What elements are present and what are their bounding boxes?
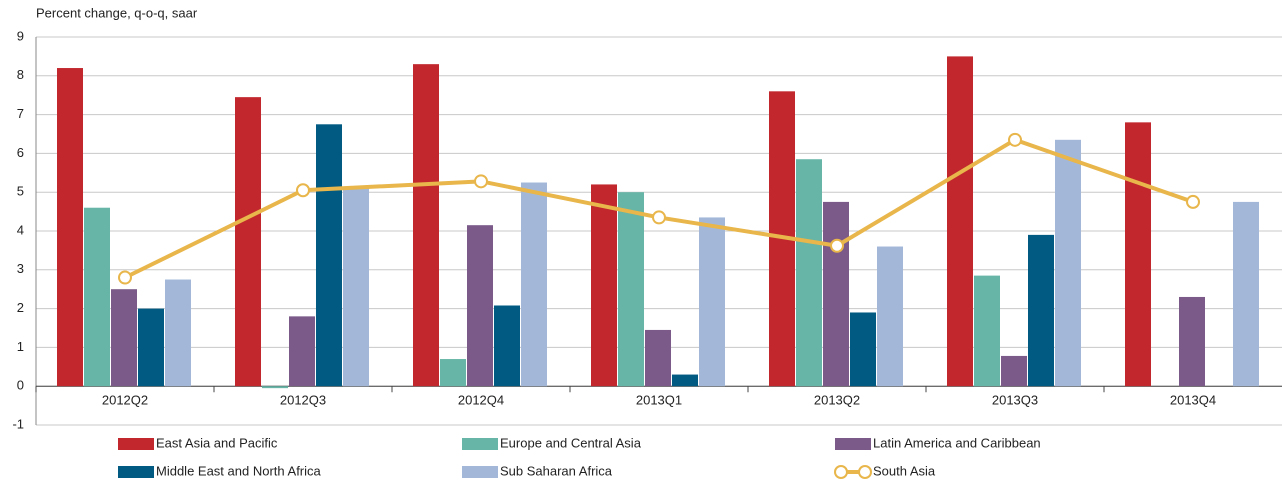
line-marker	[1186, 194, 1200, 209]
line-marker	[474, 174, 488, 189]
bar	[1001, 355, 1027, 387]
y-tick-label: 8	[17, 67, 24, 82]
legend-swatch	[858, 465, 872, 479]
bar	[1055, 139, 1081, 387]
bar	[57, 68, 83, 387]
bar	[796, 159, 822, 387]
bar	[1233, 201, 1259, 387]
y-tick-label: 2	[17, 300, 24, 315]
bar	[645, 329, 671, 387]
legend-swatch	[462, 466, 498, 478]
line-marker	[652, 210, 666, 225]
bar	[111, 289, 137, 387]
legend-swatch	[462, 438, 498, 450]
bar	[1028, 234, 1054, 387]
bar	[84, 207, 110, 387]
y-axis-label: Percent change, q-o-q, saar	[36, 5, 198, 20]
legend-swatch	[834, 465, 848, 479]
y-tick-label: 3	[17, 261, 24, 276]
line-marker	[296, 183, 310, 198]
y-tick-label: 1	[17, 339, 24, 354]
bar	[823, 201, 849, 387]
legend-label: Europe and Central Asia	[500, 435, 642, 450]
bar	[343, 188, 369, 387]
legend-swatch	[835, 438, 871, 450]
bar	[289, 316, 315, 387]
bar	[672, 374, 698, 387]
legend-swatch	[118, 466, 154, 478]
line-marker	[1008, 132, 1022, 147]
bar	[413, 64, 439, 387]
y-tick-label: 0	[17, 378, 24, 393]
legend-label: East Asia and Pacific	[156, 435, 278, 450]
y-tick-label: 5	[17, 184, 24, 199]
x-tick-label: 2013Q1	[636, 393, 682, 408]
bar	[262, 386, 288, 389]
bar	[467, 225, 493, 387]
bar	[235, 97, 261, 387]
bar	[138, 308, 164, 387]
x-tick-label: 2012Q4	[458, 393, 504, 408]
y-tick-label: 4	[17, 222, 24, 237]
x-tick-label: 2013Q4	[1170, 393, 1216, 408]
bar	[974, 275, 1000, 387]
bar	[591, 184, 617, 387]
bar	[699, 217, 725, 387]
bar	[165, 279, 191, 387]
legend-label: South Asia	[873, 463, 936, 478]
bar	[618, 192, 644, 387]
legend-label: Middle East and North Africa	[156, 463, 322, 478]
legend-label: Sub Saharan Africa	[500, 463, 613, 478]
bar	[877, 246, 903, 387]
legend-swatch	[118, 438, 154, 450]
legend-label: Latin America and Caribbean	[873, 435, 1041, 450]
line-marker	[830, 238, 844, 253]
y-tick-label: -1	[12, 416, 24, 431]
bar	[1179, 296, 1205, 387]
y-tick-label: 6	[17, 145, 24, 160]
x-tick-label: 2012Q2	[102, 393, 148, 408]
x-tick-label: 2013Q3	[992, 393, 1038, 408]
bar	[316, 124, 342, 387]
bar	[440, 359, 466, 387]
x-tick-label: 2012Q3	[280, 393, 326, 408]
x-tick-label: 2013Q2	[814, 393, 860, 408]
line-marker	[118, 270, 132, 285]
y-tick-label: 7	[17, 106, 24, 121]
bar	[494, 305, 520, 387]
bar	[1125, 122, 1151, 387]
bar	[850, 312, 876, 387]
bar	[521, 182, 547, 387]
bar	[947, 56, 973, 387]
y-tick-label: 9	[17, 28, 24, 43]
